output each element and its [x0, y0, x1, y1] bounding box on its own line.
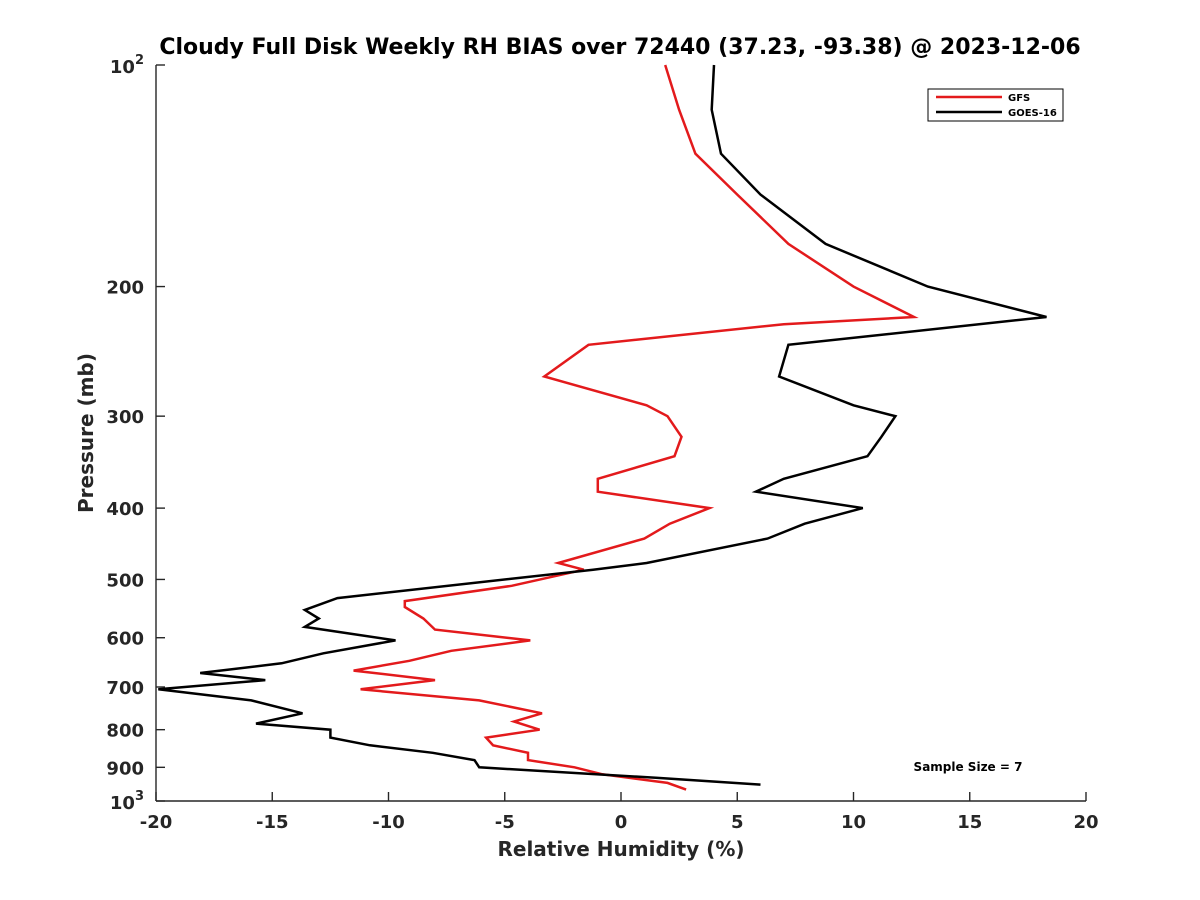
x-tick-label: 5 — [731, 812, 744, 833]
x-tick-label: -5 — [495, 812, 515, 833]
legend-label-goes16: GOES-16 — [1008, 108, 1057, 119]
x-axis-ticks: -20 -15 -10 -5 0 5 10 15 20 — [140, 792, 1099, 833]
series-line-gfs — [353, 64, 919, 791]
y-tick-label: 800 — [106, 721, 144, 742]
y-tick-label: 102 — [110, 53, 144, 78]
y-tick-exponent: 3 — [135, 789, 144, 804]
x-tick-label: 10 — [841, 812, 866, 833]
legend-box — [927, 88, 1064, 122]
x-tick-label: -15 — [256, 812, 289, 833]
x-axis-label: Relative Humidity (%) — [497, 837, 744, 861]
y-tick-base: 10 — [110, 793, 135, 814]
y-tick-base: 10 — [110, 57, 135, 78]
x-tick-label: -10 — [372, 812, 405, 833]
y-tick-label: 500 — [106, 570, 144, 591]
y-tick-label: 200 — [106, 278, 144, 299]
y-tick-label: 600 — [106, 629, 144, 650]
y-tick-label: 700 — [106, 678, 144, 699]
series-line-goes16 — [158, 64, 1047, 786]
y-axis-label: Pressure (mb) — [74, 353, 98, 513]
y-tick-label: 300 — [106, 407, 144, 428]
y-tick-label: 103 — [110, 789, 144, 814]
plot-area — [156, 65, 1086, 801]
y-tick-exponent: 2 — [135, 53, 144, 68]
chart-title: Cloudy Full Disk Weekly RH BIAS over 724… — [159, 35, 1080, 60]
y-tick-label: 900 — [106, 758, 144, 779]
legend-label-gfs: GFS — [1008, 93, 1030, 104]
x-tick-label: 15 — [957, 812, 982, 833]
series-lines — [158, 64, 1047, 791]
x-tick-label: -20 — [140, 812, 173, 833]
y-tick-label: 400 — [106, 499, 144, 520]
sample-size-annotation: Sample Size = 7 — [914, 760, 1023, 774]
x-tick-label: 20 — [1073, 812, 1098, 833]
x-tick-label: 0 — [615, 812, 628, 833]
legend: GFS GOES-16 — [927, 88, 1064, 122]
